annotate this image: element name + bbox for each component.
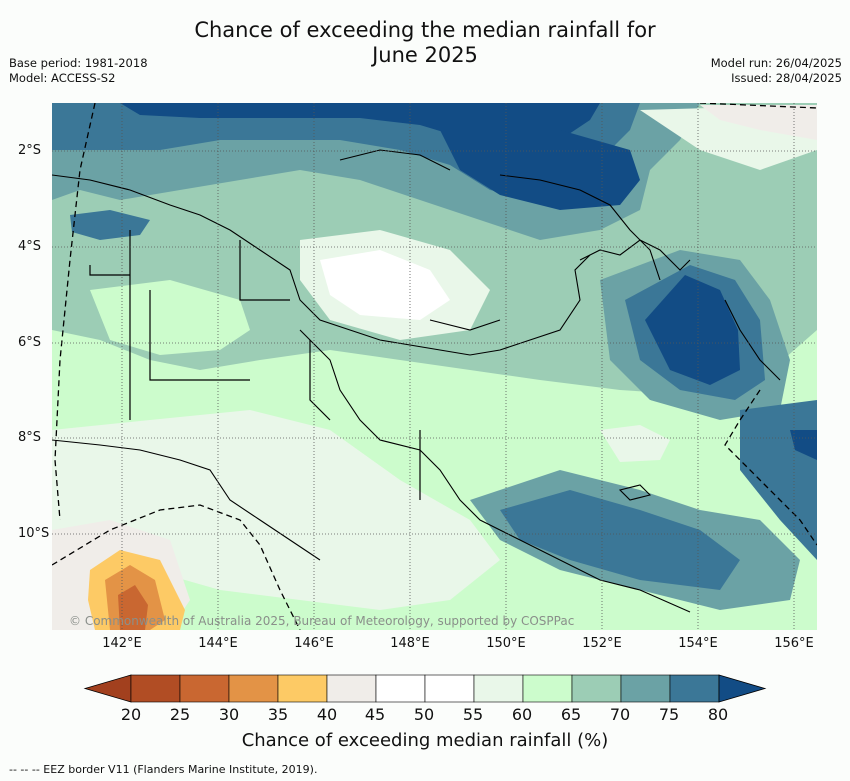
colorbar-swatch	[620, 674, 671, 703]
lat-label-2s: 2°S	[18, 143, 42, 158]
copyright-notice: © Commonwealth of Australia 2025, Bureau…	[69, 614, 575, 628]
colorbar-swatch	[179, 674, 230, 703]
colorbar-swatch	[669, 674, 720, 703]
eez-borders	[52, 103, 817, 630]
colorbar-arrow-high	[718, 674, 767, 703]
colorbar-tick: 20	[120, 705, 142, 724]
colorbar-tick: 70	[609, 705, 631, 724]
lon-label-142e: 142°E	[102, 636, 142, 651]
colorbar-tick: 60	[511, 705, 533, 724]
colorbar-swatch	[473, 674, 524, 703]
colorbar-tick: 35	[267, 705, 289, 724]
colorbar-tick: 80	[707, 705, 729, 724]
rainfall-map	[52, 103, 817, 630]
lon-label-148e: 148°E	[390, 636, 430, 651]
lat-label-8s: 8°S	[18, 430, 42, 445]
colorbar-swatch	[571, 674, 622, 703]
lat-label-6s: 6°S	[18, 335, 42, 350]
colorbar-tick: 65	[560, 705, 582, 724]
colorbar-swatch	[228, 674, 279, 703]
colorbar-tick: 25	[169, 705, 191, 724]
model-run-date: Model run: 26/04/2025	[710, 56, 842, 70]
lon-label-152e: 152°E	[582, 636, 622, 651]
run-info: Model run: 26/04/2025 Issued: 28/04/2025	[711, 56, 842, 86]
colorbar-tick: 45	[364, 705, 386, 724]
lon-label-146e: 146°E	[294, 636, 334, 651]
border-lines	[89, 230, 421, 500]
colorbar-swatch	[277, 674, 328, 703]
colorbar-swatch	[326, 674, 377, 703]
colorbar-tick: 75	[658, 705, 680, 724]
colorbar-tick: 30	[218, 705, 240, 724]
lon-label-144e: 144°E	[198, 636, 238, 651]
title-line-2: June 2025	[372, 43, 478, 67]
title-line-1: Chance of exceeding the median rainfall …	[194, 18, 656, 42]
colorbar-tick: 55	[462, 705, 484, 724]
colorbar-label: Chance of exceeding median rainfall (%)	[241, 730, 609, 751]
base-period: Base period: 1981-2018	[9, 56, 148, 70]
colorbar-swatch	[424, 674, 475, 703]
colorbar-swatch	[522, 674, 573, 703]
model-info: Base period: 1981-2018 Model: ACCESS-S2	[9, 56, 148, 86]
colorbar-swatch	[130, 674, 181, 703]
lat-label-4s: 4°S	[18, 239, 42, 254]
probability-fill	[52, 103, 817, 630]
gridlines	[52, 103, 817, 630]
chart-title: Chance of exceeding the median rainfall …	[0, 18, 850, 68]
eez-legend-note: -- -- -- EEZ border V11 (Flanders Marine…	[9, 763, 318, 776]
colorbar-swatch	[375, 674, 426, 703]
issued-date: Issued: 28/04/2025	[731, 71, 842, 85]
colorbar-tick: 40	[316, 705, 338, 724]
colorbar-arrow-low	[83, 674, 132, 703]
lat-label-10s: 10°S	[18, 526, 50, 541]
lon-label-154e: 154°E	[678, 636, 718, 651]
model-name: Model: ACCESS-S2	[9, 71, 116, 85]
lon-label-150e: 150°E	[486, 636, 526, 651]
lon-label-156e: 156°E	[774, 636, 814, 651]
colorbar-tick: 50	[413, 705, 435, 724]
coastlines	[52, 149, 781, 613]
